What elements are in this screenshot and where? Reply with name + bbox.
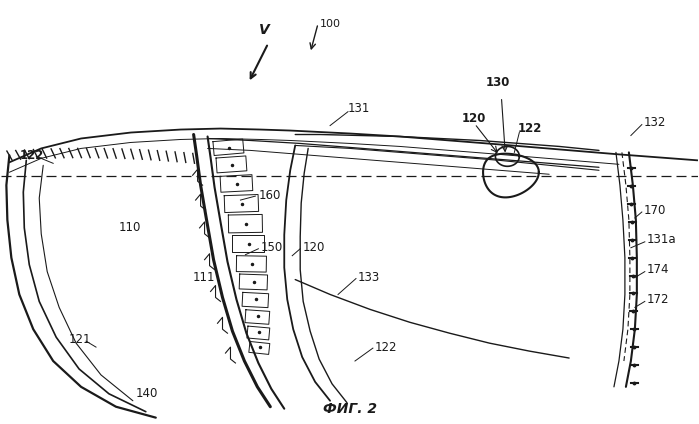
Text: 170: 170: [644, 204, 666, 217]
Text: V: V: [259, 23, 270, 37]
Text: 133: 133: [358, 271, 380, 284]
Text: 122: 122: [517, 122, 542, 135]
Text: 120: 120: [461, 112, 486, 125]
Text: 122: 122: [20, 149, 44, 162]
Text: 172: 172: [647, 293, 670, 306]
Text: 130: 130: [485, 76, 510, 89]
Text: 121: 121: [69, 333, 92, 346]
Text: 100: 100: [320, 19, 341, 29]
Text: 122: 122: [375, 340, 398, 354]
Text: 131a: 131a: [647, 233, 677, 246]
Text: 120: 120: [302, 241, 324, 254]
Text: 140: 140: [136, 387, 158, 400]
Text: 160: 160: [259, 189, 281, 201]
Text: ФИГ. 2: ФИГ. 2: [323, 402, 377, 416]
Text: 111: 111: [193, 271, 215, 284]
Text: 174: 174: [647, 263, 670, 276]
Text: 131: 131: [348, 102, 370, 115]
Text: 110: 110: [119, 221, 141, 234]
Text: 132: 132: [644, 116, 666, 129]
Text: 150: 150: [260, 241, 282, 254]
